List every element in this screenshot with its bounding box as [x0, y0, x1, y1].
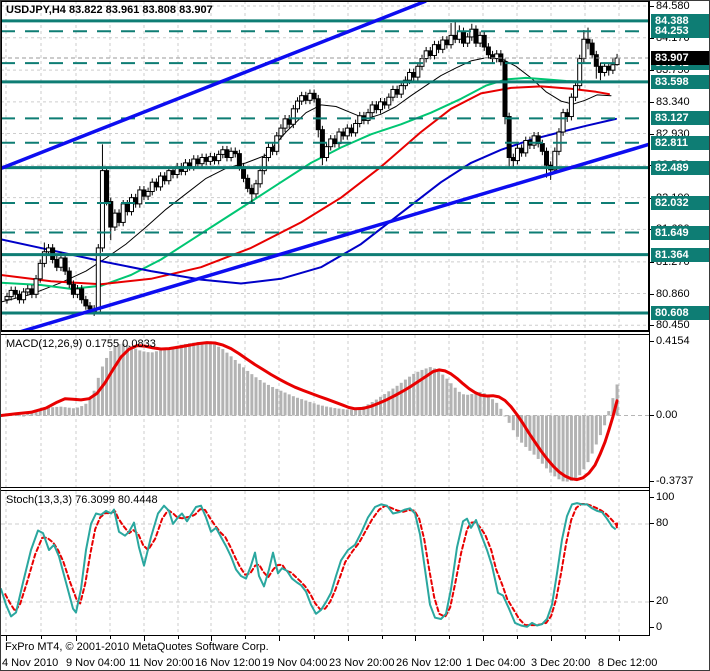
axis-tick [650, 601, 654, 603]
time-label: 11 Nov 20:00 [129, 657, 194, 669]
copyright-text: FxPro MT4, © 2001-2010 MetaQuotes Softwa… [5, 641, 269, 653]
stoch-k-line [1, 502, 616, 628]
ma-slowest-blue [1, 117, 617, 285]
time-label: 23 Nov 20:00 [329, 657, 395, 669]
level-price-badge: 82.032 [651, 195, 709, 210]
macd-axis-label: 0.4154 [656, 335, 690, 347]
time-tick [348, 636, 349, 641]
time-label: 8 Dec 12:00 [598, 657, 658, 669]
macd-axis-label: 0.00 [656, 408, 678, 421]
stoch-axis-label: 80 [656, 516, 669, 529]
axis-tick [650, 133, 654, 135]
time-tick [6, 636, 7, 641]
time-tick [76, 636, 77, 641]
time-tick [619, 636, 620, 641]
stoch-axis-label: 100 [656, 490, 675, 503]
axis-tick [650, 480, 654, 482]
time-tick [144, 636, 145, 641]
axis-tick [650, 627, 654, 629]
macd-axis-label: -0.3737 [656, 474, 694, 487]
stoch-axis-label: 20 [656, 595, 669, 608]
stochastic-label: Stoch(13,3,3) 76.3099 80.4448 [6, 494, 158, 506]
axis-tick [650, 414, 654, 416]
macd-histogram [5, 342, 619, 482]
current-price-badge: 83.907 [651, 51, 709, 66]
time-tick [314, 636, 315, 639]
axis-tick [650, 341, 654, 342]
time-tick [178, 636, 179, 639]
main-chart-canvas[interactable] [1, 1, 649, 331]
axis-tick [650, 261, 654, 263]
price-axis[interactable]: 84.58084.17083.75083.34082.93082.52082.1… [649, 0, 709, 636]
time-tick [41, 636, 42, 639]
axis-tick [650, 101, 654, 103]
channel-lower-line [16, 142, 649, 331]
level-price-badge: 81.649 [651, 225, 709, 240]
time-tick [110, 636, 111, 639]
time-label: 26 Nov 12:00 [396, 657, 462, 669]
time-tick [245, 636, 246, 639]
time-tick [585, 636, 586, 639]
axis-tick [650, 325, 654, 327]
time-label: 3 Dec 20:00 [531, 657, 591, 669]
time-tick [449, 636, 450, 639]
time-tick [211, 636, 212, 641]
time-tick [551, 636, 552, 641]
grid-layer [5, 491, 620, 635]
stochastic-panel[interactable]: Stoch(13,3,3) 76.3099 80.4448 [1, 490, 649, 636]
macd-label: MACD(12,26,9) 0.1755 0.0833 [6, 338, 156, 350]
axis-tick [650, 6, 654, 8]
stochastic-canvas[interactable] [1, 491, 649, 635]
time-label: 1 Dec 04:00 [466, 657, 526, 669]
axis-tick [650, 70, 654, 72]
level-price-badge: 82.489 [651, 160, 709, 175]
time-axis[interactable]: FxPro MT4, © 2001-2010 MetaQuotes Softwa… [1, 636, 709, 670]
axis-tick [650, 293, 654, 295]
time-label: 9 Nov 04:00 [66, 657, 126, 669]
macd-canvas[interactable] [1, 335, 649, 487]
level-price-badge: 81.364 [651, 247, 709, 262]
trend-channel-layer [1, 1, 649, 331]
macd-panel[interactable]: MACD(12,26,9) 0.1755 0.0833 [1, 334, 649, 488]
time-tick [483, 636, 484, 641]
axis-price-label: 83.340 [656, 95, 690, 108]
level-price-badge: 84.253 [651, 24, 709, 39]
stoch-axis-label: 0 [656, 621, 663, 634]
time-tick [517, 636, 518, 639]
time-label: 19 Nov 04:00 [262, 657, 328, 669]
time-label: 4 Nov 2010 [2, 657, 59, 669]
level-lines-layer [1, 19, 649, 315]
macd-signal-line [1, 341, 619, 482]
time-label: 16 Nov 12:00 [195, 657, 261, 669]
time-tick [382, 636, 383, 639]
grid-layer [5, 335, 620, 487]
axis-price-label: 80.450 [656, 319, 690, 332]
level-price-badge: 80.608 [651, 305, 709, 320]
time-tick [415, 636, 416, 641]
symbol-ohlc-title: USDJPY,H4 83.822 83.961 83.808 83.907 [6, 4, 213, 16]
axis-tick [650, 522, 654, 524]
level-price-badge: 83.598 [651, 74, 709, 89]
level-price-badge: 83.127 [651, 111, 709, 126]
time-tick [279, 636, 280, 641]
axis-tick [650, 496, 654, 498]
level-price-badge: 82.811 [651, 135, 709, 150]
axis-price-label: 84.580 [656, 0, 690, 13]
channel-upper-line [1, 1, 427, 170]
axis-price-label: 80.860 [656, 287, 690, 300]
main-chart-panel[interactable]: USDJPY,H4 83.822 83.961 83.808 83.907 [1, 1, 649, 332]
